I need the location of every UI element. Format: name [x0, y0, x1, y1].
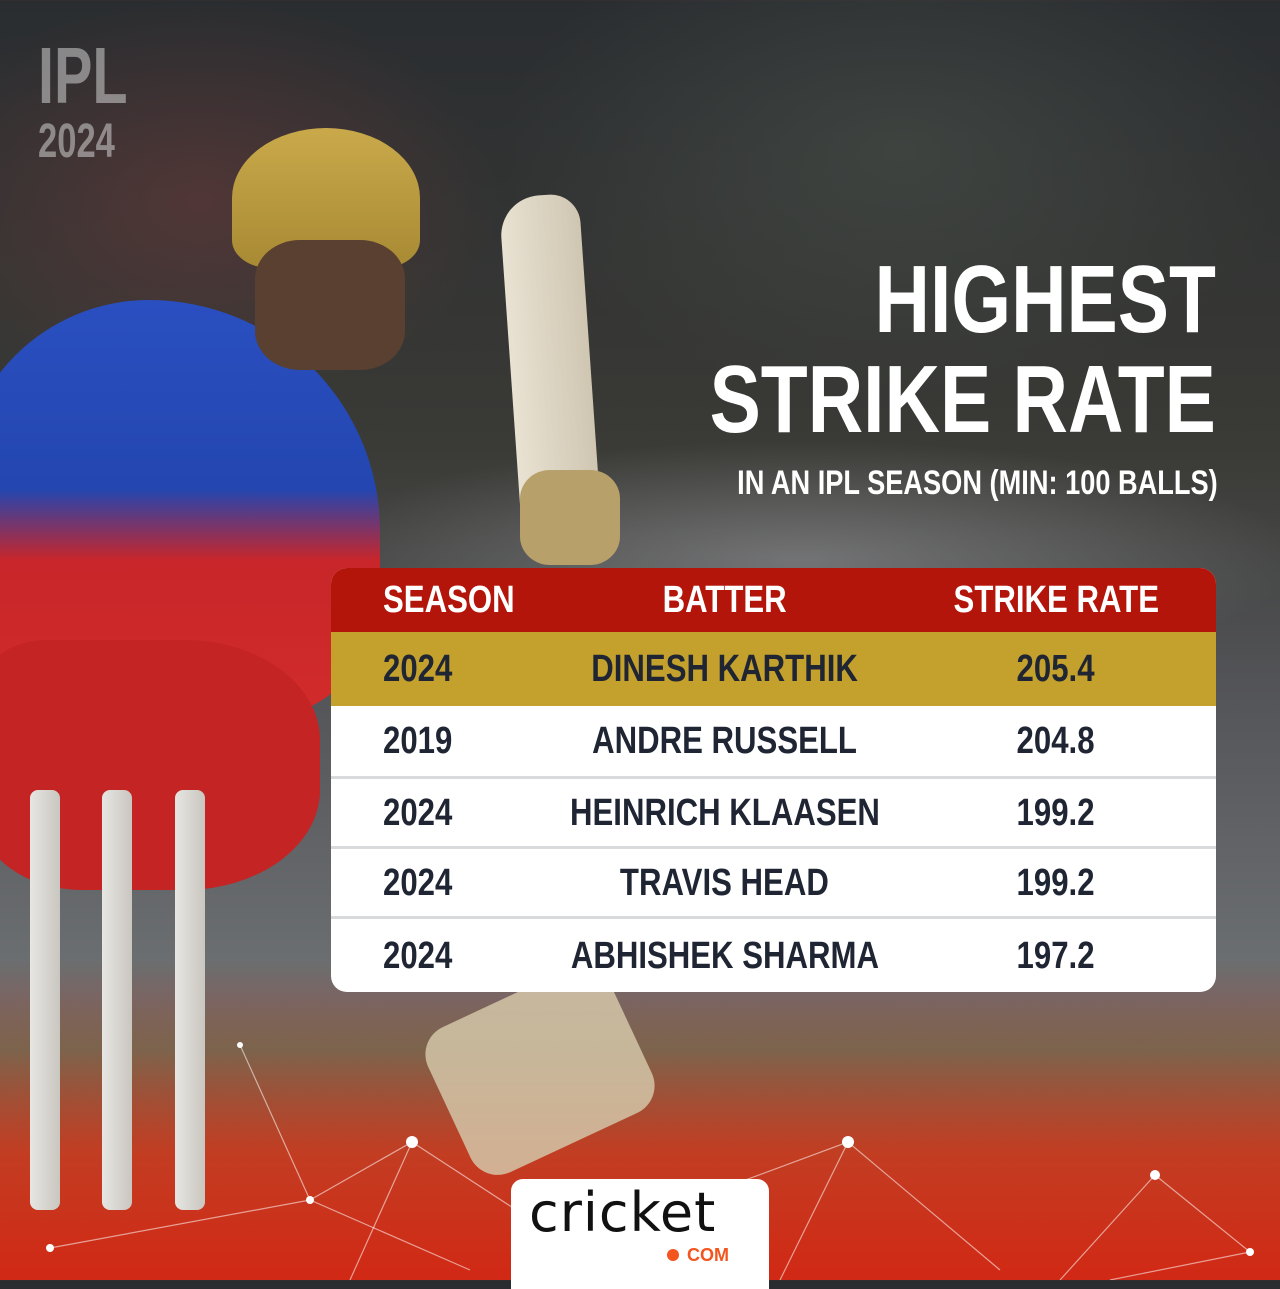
cell-strike-rate: 197.2: [916, 934, 1196, 978]
cell-batter-text: ANDRE RUSSELL: [592, 720, 857, 762]
cell-strike-rate: 199.2: [916, 861, 1196, 905]
subtitle: IN AN IPL SEASON (MIN: 100 BALLS): [737, 464, 1218, 502]
logo-dot-icon: [667, 1249, 679, 1261]
cell-season: 2024: [383, 791, 533, 835]
cricket-com-logo: cricket COM: [511, 1179, 769, 1289]
stump: [30, 790, 60, 1210]
logo-wordmark: cricket: [529, 1181, 717, 1244]
player-face: [255, 240, 405, 370]
cell-strike-rate-text: 204.8: [1017, 720, 1095, 762]
cell-season-text: 2024: [383, 791, 453, 834]
header-batter-cell: BATTER: [533, 578, 916, 622]
headline-line1: HIGHEST: [874, 246, 1216, 353]
cell-season: 2024: [383, 861, 533, 905]
cell-strike-rate-text: 199.2: [1017, 791, 1095, 834]
cell-strike-rate: 199.2: [916, 791, 1196, 835]
cell-batter-text: ABHISHEK SHARMA: [570, 934, 879, 977]
table-row: 2024 ABHISHEK SHARMA 197.2: [331, 916, 1216, 992]
cell-strike-rate-text: 205.4: [1017, 648, 1095, 690]
ipl-2024-mark: IPL 2024: [38, 36, 162, 166]
header-strike-rate: STRIKE RATE: [953, 579, 1159, 621]
logo-suffix: COM: [687, 1245, 729, 1265]
cell-season-text: 2019: [383, 720, 453, 762]
cell-batter: HEINRICH KLAASEN: [533, 791, 916, 835]
cell-batter-text: TRAVIS HEAD: [620, 861, 829, 904]
cell-season: 2024: [383, 647, 533, 691]
table-row-highlighted: 2024 DINESH KARTHIK 205.4: [331, 632, 1216, 706]
cell-strike-rate-text: 197.2: [1017, 934, 1095, 977]
header-season-cell: SEASON: [383, 578, 533, 622]
ipl-mark-line2: 2024: [38, 115, 115, 168]
stump: [102, 790, 132, 1210]
batting-glove: [520, 470, 620, 565]
cell-strike-rate: 204.8: [916, 719, 1196, 763]
cell-batter: TRAVIS HEAD: [533, 861, 916, 905]
cell-strike-rate-text: 199.2: [1017, 861, 1095, 904]
table-row: 2024 TRAVIS HEAD 199.2: [331, 846, 1216, 916]
headline: HIGHEST STRIKE RATE: [583, 250, 1216, 450]
table-row: 2024 HEINRICH KLAASEN 199.2: [331, 776, 1216, 846]
strike-rate-table: SEASON BATTER STRIKE RATE 2024 DINESH KA…: [331, 568, 1216, 992]
cell-batter-text: DINESH KARTHIK: [591, 648, 858, 690]
headline-line2: STRIKE RATE: [709, 346, 1216, 453]
cell-batter: DINESH KARTHIK: [533, 647, 916, 691]
cell-season: 2024: [383, 934, 533, 978]
cell-batter: ABHISHEK SHARMA: [533, 934, 916, 978]
table-row: 2019 ANDRE RUSSELL 204.8: [331, 706, 1216, 776]
stump: [175, 790, 205, 1210]
cell-season-text: 2024: [383, 861, 453, 904]
cell-season-text: 2024: [383, 648, 453, 690]
ipl-mark-line1: IPL: [38, 31, 128, 120]
cell-batter: ANDRE RUSSELL: [533, 719, 916, 763]
table-header: SEASON BATTER STRIKE RATE: [331, 568, 1216, 632]
cell-season-text: 2024: [383, 934, 453, 977]
header-strike-rate-cell: STRIKE RATE: [916, 578, 1196, 622]
header-batter: BATTER: [662, 579, 787, 621]
cell-batter-text: HEINRICH KLAASEN: [569, 791, 880, 834]
cell-strike-rate: 205.4: [916, 647, 1196, 691]
header-season: SEASON: [383, 579, 515, 621]
cell-season: 2019: [383, 719, 533, 763]
